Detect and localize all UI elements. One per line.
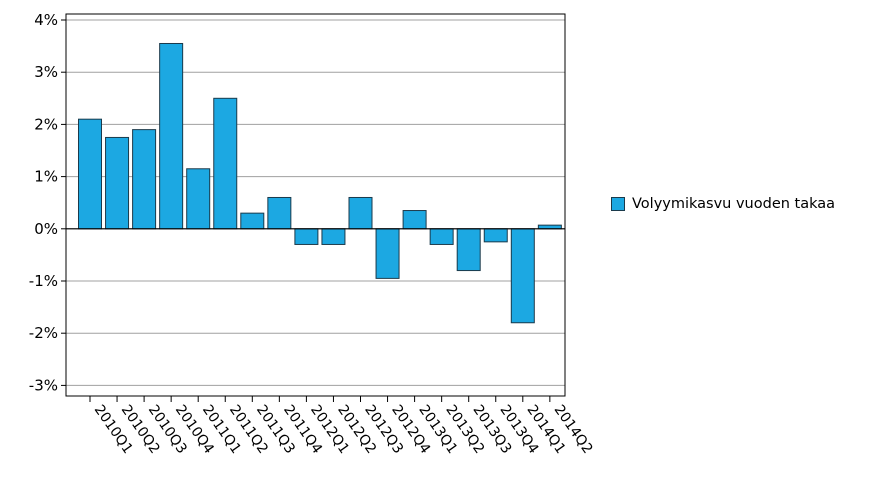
bar-2011Q4: [267, 196, 292, 230]
bar-2011Q2: [213, 97, 238, 230]
bar-2013Q3: [456, 228, 481, 272]
bar-2013Q4: [483, 228, 508, 243]
bar-2012Q4: [375, 228, 400, 279]
bar-2010Q4: [159, 42, 184, 230]
bar-2010Q1: [78, 118, 102, 230]
y-tick-label: 4%: [34, 11, 58, 29]
y-tick-label: -3%: [29, 376, 58, 394]
bar-2013Q1: [402, 210, 427, 230]
bar-2012Q1: [294, 228, 319, 245]
legend-label: Volyymikasvu vuoden takaa: [632, 196, 836, 212]
y-tick-label: 3%: [34, 63, 58, 81]
legend-swatch: [611, 197, 625, 211]
y-tick-label: 1%: [34, 168, 58, 186]
bar-2011Q3: [240, 212, 265, 230]
legend: Volyymikasvu vuoden takaa: [611, 196, 835, 212]
axes: [61, 13, 566, 402]
plot-frame: [65, 13, 566, 397]
bar-2011Q1: [186, 168, 211, 230]
bar-2014Q1: [510, 228, 535, 324]
bar-2012Q3: [348, 196, 373, 230]
y-tick-label: 2%: [34, 115, 58, 133]
y-tick-label: 0%: [34, 220, 58, 238]
y-tick-label: -1%: [29, 272, 58, 290]
bar-2012Q2: [321, 228, 346, 245]
bar-2010Q3: [132, 129, 157, 230]
y-tick-label: -2%: [29, 324, 58, 342]
x-tick-labels: 2010Q12010Q22010Q32010Q42011Q12011Q22011…: [91, 402, 596, 457]
bar-2010Q2: [105, 136, 130, 230]
bar-2013Q2: [429, 228, 454, 245]
y-tick-labels: -3% -2% -1% 0% 1% 2% 3% 4%: [29, 11, 58, 394]
